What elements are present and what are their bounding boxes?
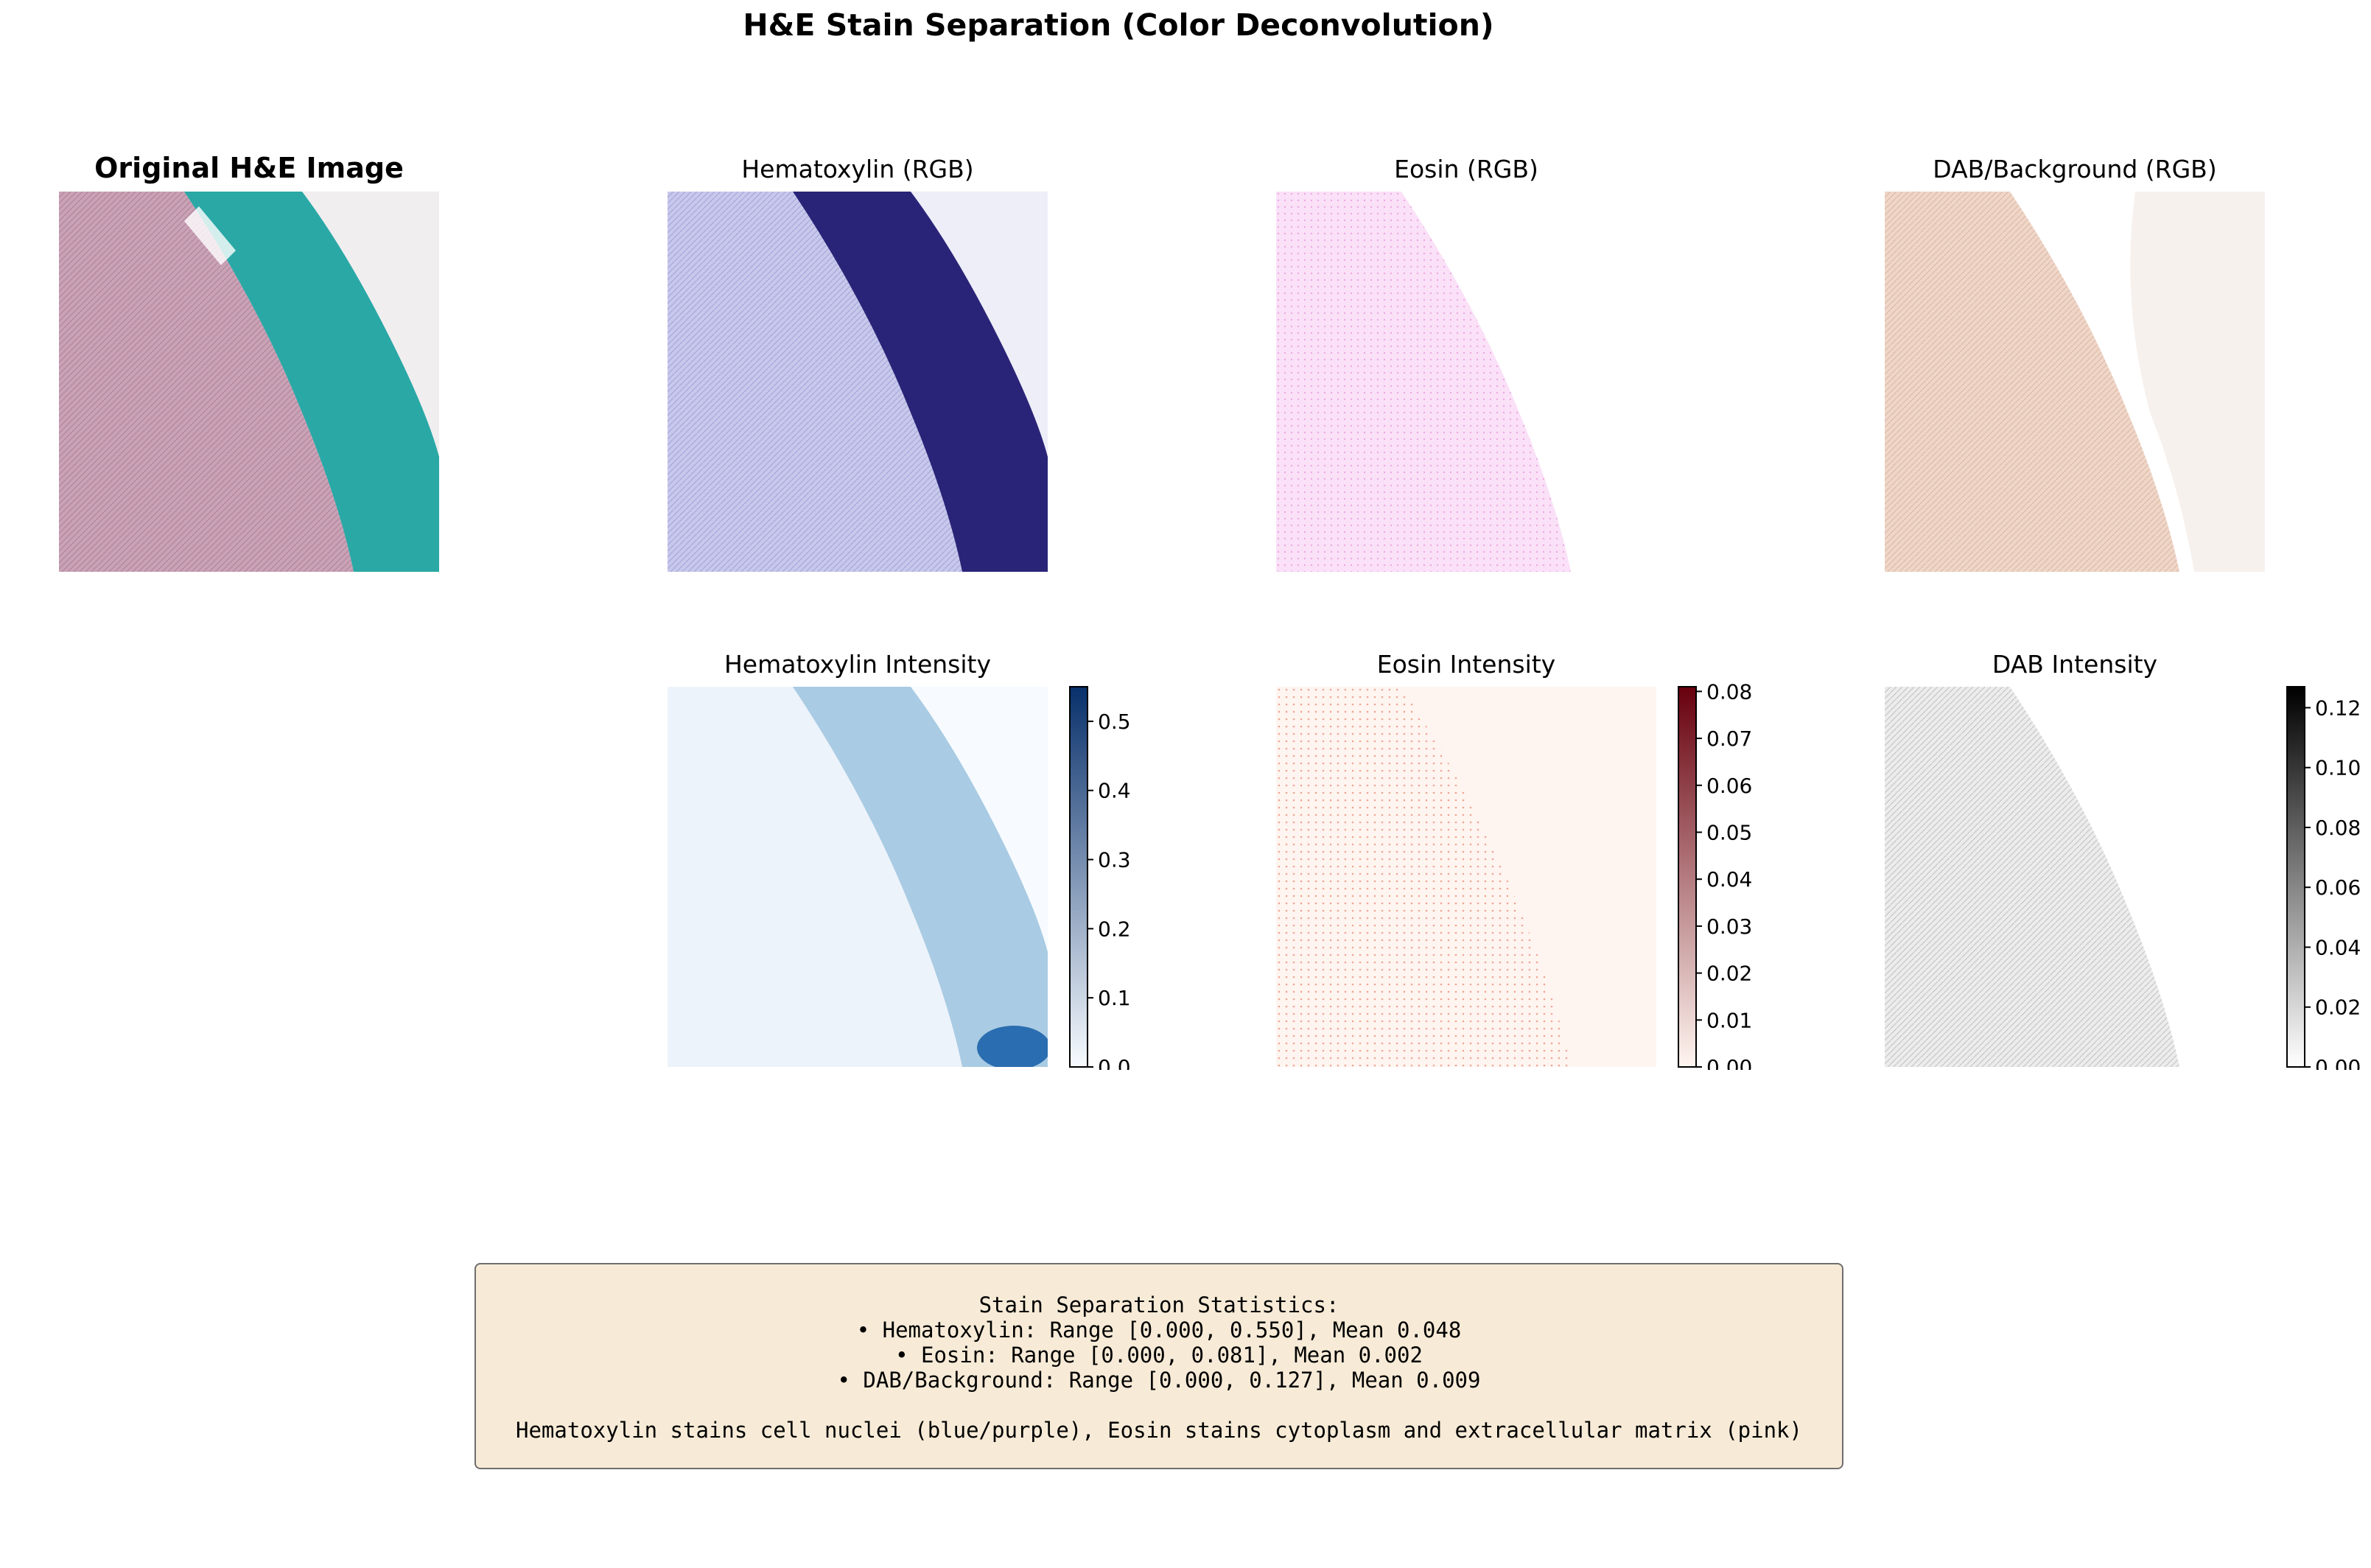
- colorbar-tick-label: 0.3: [1098, 848, 1131, 872]
- hematoxylin-intensity-title: Hematoxylin Intensity: [724, 650, 992, 679]
- colorbar-tick-label: 0.00: [1706, 1055, 1752, 1070]
- stats-line-dab: • DAB/Background: Range [0.000, 0.127], …: [837, 1368, 1481, 1393]
- colorbar-tick-label: 0.06: [2315, 875, 2361, 900]
- hematoxylin-rgb-image: [668, 192, 1048, 572]
- hematoxylin-rgb-title: Hematoxylin (RGB): [741, 155, 974, 183]
- dab-rgb-image: [1885, 192, 2265, 572]
- hematoxylin-colorbar: 0.0 0.1 0.2 0.3 0.4 0.5: [1069, 686, 1131, 1070]
- colorbar-tick-label: 0.4: [1098, 779, 1131, 803]
- dab-intensity-title: DAB Intensity: [1992, 650, 2158, 679]
- colorbar-gradient: [1069, 686, 1088, 1068]
- colorbar-tick-label: 0.02: [1706, 962, 1752, 986]
- colorbar-gradient: [1678, 686, 1697, 1068]
- colorbar-tick-label: 0.01: [1706, 1008, 1752, 1032]
- stats-heading: Stain Separation Statistics:: [978, 1292, 1339, 1317]
- original-title: Original H&E Image: [94, 152, 404, 184]
- eosin-intensity-heatmap: [1276, 687, 1656, 1067]
- colorbar-tick-label: 0.5: [1098, 710, 1131, 734]
- colorbar-tick-label: 0.02: [2315, 995, 2361, 1020]
- colorbar-tick-label: 0.1: [1098, 986, 1131, 1010]
- colorbar-tick-label: 0.04: [1706, 867, 1752, 892]
- hema-band-region: [793, 192, 1048, 572]
- stats-box: Stain Separation Statistics: • Hematoxyl…: [474, 1263, 1843, 1469]
- colorbar-tick-label: 0.03: [1706, 914, 1752, 939]
- colorbar-tick-label: 0.07: [1706, 727, 1752, 751]
- hematoxylin-intensity-heatmap: [668, 687, 1048, 1067]
- original-he-image: [59, 192, 439, 572]
- colorbar-tick-label: 0.10: [2315, 756, 2361, 780]
- colorbar-tick-label: 0.00: [2315, 1055, 2361, 1070]
- dab-colorbar: 0.00 0.02 0.04 0.06 0.08 0.10 0.12: [2286, 686, 2361, 1070]
- colorbar-tick-label: 0.04: [2315, 935, 2361, 959]
- dab-rgb-title: DAB/Background (RGB): [1933, 155, 2217, 183]
- colorbar-gradient: [2286, 686, 2305, 1068]
- dab-intensity-heatmap: [1885, 687, 2265, 1067]
- eosin-rgb-title: Eosin (RGB): [1394, 155, 1538, 183]
- eosin-intensity-title: Eosin Intensity: [1376, 650, 1556, 679]
- eosin-colorbar: 0.00 0.01 0.02 0.03 0.04 0.05 0.06 0.07 0.08: [1678, 684, 1752, 1070]
- colorbar-tick-label: 0.2: [1098, 917, 1131, 941]
- colorbar-tick-label: 0.12: [2315, 696, 2361, 720]
- colorbar-tick-label: 0.08: [1706, 684, 1752, 704]
- original-band-region: [184, 192, 439, 572]
- stats-line-eosin: • Eosin: Range [0.000, 0.081], Mean 0.00…: [895, 1343, 1423, 1368]
- colorbar-tick-label: 0.05: [1706, 820, 1752, 844]
- colorbar-tick-label: 0.08: [2315, 816, 2361, 840]
- eosin-rgb-image: [1276, 192, 1656, 572]
- stats-line-hematoxylin: • Hematoxylin: Range [0.000, 0.550], Mea…: [856, 1317, 1462, 1343]
- colorbar-tick-label: 0.0: [1098, 1055, 1131, 1070]
- figure-title: H&E Stain Separation (Color Deconvolutio…: [743, 7, 1494, 43]
- stats-note: Hematoxylin stains cell nuclei (blue/pur…: [516, 1418, 1802, 1443]
- colorbar-tick-label: 0.06: [1706, 774, 1752, 798]
